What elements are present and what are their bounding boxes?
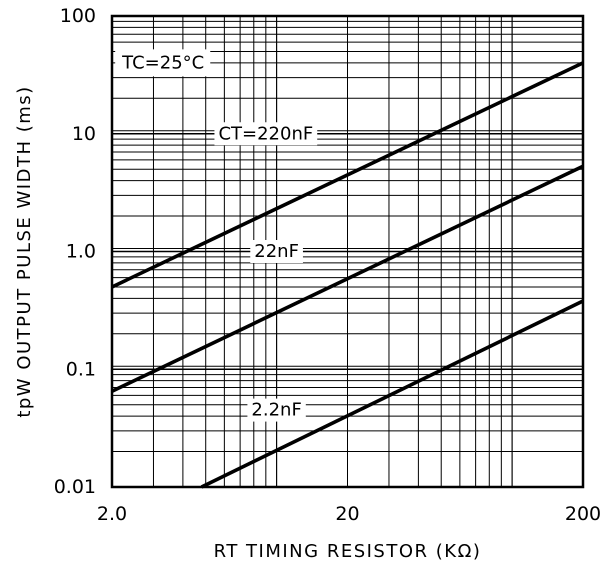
annotations: TC=25°C bbox=[115, 49, 211, 77]
x-tick-label: 2.0 bbox=[97, 503, 127, 525]
y-tick-label: 10 bbox=[72, 123, 96, 145]
series-labels: CT=220nF 22nF 2.2nF bbox=[214, 122, 318, 422]
series-line bbox=[200, 299, 584, 489]
y-tick-label: 0.1 bbox=[66, 358, 96, 380]
y-tick-label: 1.0 bbox=[66, 241, 96, 263]
tick-labels: 2.0 20 200 0.01 0.1 1.0 10 100 bbox=[54, 5, 601, 525]
series-label: 22nF bbox=[254, 241, 299, 262]
annotation-background bbox=[115, 49, 211, 77]
series-label-background bbox=[250, 240, 303, 263]
annotation-text: TC=25°C bbox=[121, 52, 204, 73]
x-axis-label: RT TIMING RESISTOR (KΩ) bbox=[214, 541, 482, 562]
y-axis-label: tpW OUTPUT PULSE WIDTH (ms) bbox=[14, 85, 35, 417]
series-lines bbox=[111, 61, 584, 489]
series-label: CT=220nF bbox=[218, 123, 313, 144]
series-label-background bbox=[214, 122, 318, 146]
series-line bbox=[111, 61, 584, 289]
series-label-background bbox=[247, 398, 306, 422]
series-line bbox=[111, 164, 584, 393]
y-tick-label: 100 bbox=[60, 5, 96, 27]
x-tick-label: 20 bbox=[335, 503, 359, 525]
series-label: 2.2nF bbox=[251, 400, 301, 421]
plot-frame bbox=[110, 14, 585, 489]
x-tick-label: 200 bbox=[565, 503, 601, 525]
grid-lines bbox=[112, 16, 583, 487]
y-tick-label: 0.01 bbox=[54, 476, 96, 498]
